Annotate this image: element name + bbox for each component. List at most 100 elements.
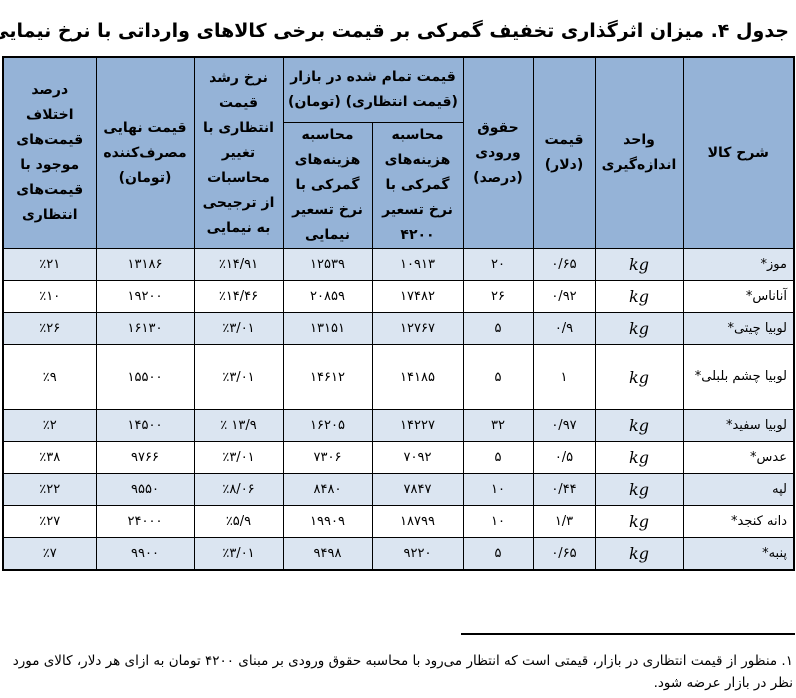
item-cell: لپه xyxy=(683,473,796,506)
header-diff: درصد اختلاف قیمت‌های موجود با قیمت‌های ا… xyxy=(3,56,98,249)
diff-cell: ٪۱۰ xyxy=(3,280,98,313)
header-calc-4200: محاسبه هزینه‌های گمرکی با نرخ تسعیر ۴۲۰۰ xyxy=(372,122,465,249)
calc-4200-cell: ۹۲۲۰ xyxy=(372,537,465,571)
unit-cell: kg xyxy=(595,312,685,345)
diff-cell: ٪۳۸ xyxy=(3,441,98,474)
calc-4200-cell: ۱۴۲۲۷ xyxy=(372,409,465,442)
diff-cell: ٪۲ xyxy=(3,409,98,442)
table-row: پنبه* kg ۰/۶۵ ۵ ۹۲۲۰ ۹۴۹۸ ٪۳/۰۱ ۹۹۰۰ ٪۷ xyxy=(3,537,796,571)
footnote: ۱. منظور از قیمت انتظاری در بازار، قیمتی… xyxy=(13,653,794,691)
duty-cell: ۱۰ xyxy=(463,473,535,506)
diff-cell: ٪۲۶ xyxy=(3,312,98,345)
calc-nimaei-cell: ۱۹۹۰۹ xyxy=(283,505,374,538)
duty-cell: ۵ xyxy=(463,537,535,571)
diff-cell: ٪۲۱ xyxy=(3,248,98,281)
diff-cell: ٪۲۷ xyxy=(3,505,98,538)
unit-cell: kg xyxy=(595,473,685,506)
calc-4200-cell: ۷۸۴۷ xyxy=(372,473,465,506)
item-cell: عدس* xyxy=(683,441,796,474)
final-price-cell: ۱۹۲۰۰ xyxy=(96,280,196,313)
unit-cell: kg xyxy=(595,344,685,410)
diff-cell: ٪۷ xyxy=(3,537,98,571)
item-cell: پنبه* xyxy=(683,537,796,571)
header-unit: واحد اندازه‌گیری xyxy=(595,56,685,249)
item-cell: موز* xyxy=(683,248,796,281)
calc-4200-cell: ۱۰۹۱۳ xyxy=(372,248,465,281)
calc-nimaei-cell: ۱۶۲۰۵ xyxy=(283,409,374,442)
final-price-cell: ۹۷۶۶ xyxy=(96,441,196,474)
duty-cell: ۵ xyxy=(463,441,535,474)
final-price-cell: ۱۵۵۰۰ xyxy=(96,344,196,410)
price-usd-cell: ۰/۹ xyxy=(533,312,597,345)
price-usd-cell: ۰/۹۷ xyxy=(533,409,597,442)
diff-cell: ٪۹ xyxy=(3,344,98,410)
growth-cell: ٪۳/۰۱ xyxy=(194,441,285,474)
growth-cell: ٪۱۴/۴۶ xyxy=(194,280,285,313)
duty-cell: ۵ xyxy=(463,312,535,345)
header-final-price: قیمت نهایی مصرف‌کننده (تومان) xyxy=(96,56,196,249)
header-growth: نرخ رشد قیمت انتظاری با تغییر محاسبات از… xyxy=(194,56,285,249)
table-row: لوبیا سفید* kg ۰/۹۷ ۳۲ ۱۴۲۲۷ ۱۶۲۰۵ ٪ ۱۳/۹ ۱۴۵۰۰… xyxy=(3,409,796,442)
price-usd-cell: ۰/۶۵ xyxy=(533,248,597,281)
table-row: لپه kg ۰/۴۴ ۱۰ ۷۸۴۷ ۸۴۸۰ ٪۸/۰۶ ۹۵۵۰ ٪۲۲ xyxy=(3,473,796,506)
price-usd-cell: ۱ xyxy=(533,344,597,410)
duty-cell: ۲۰ xyxy=(463,248,535,281)
item-cell: دانه کنجد* xyxy=(683,505,796,538)
table-row: آناناس* kg ۰/۹۲ ۲۶ ۱۷۴۸۲ ۲۰۸۵۹ ٪۱۴/۴۶ ۱۹۲۰۰ ٪۱۰ xyxy=(3,280,796,313)
footnote-divider xyxy=(462,633,796,635)
calc-nimaei-cell: ۱۳۱۵۱ xyxy=(283,312,374,345)
table-row: لوبیا چشم بلبلی* kg ۱ ۵ ۱۴۱۸۵ ۱۴۶۱۲ ٪۳/۰۱ ۱۵۵۰۰… xyxy=(3,344,796,410)
unit-cell: kg xyxy=(595,537,685,571)
calc-nimaei-cell: ۹۴۹۸ xyxy=(283,537,374,571)
final-price-cell: ۱۳۱۸۶ xyxy=(96,248,196,281)
duty-cell: ۲۶ xyxy=(463,280,535,313)
price-usd-cell: ۰/۹۲ xyxy=(533,280,597,313)
calc-4200-cell: ۱۸۷۹۹ xyxy=(372,505,465,538)
final-price-cell: ۲۴۰۰۰ xyxy=(96,505,196,538)
duty-cell: ۵ xyxy=(463,344,535,410)
price-usd-cell: ۰/۴۴ xyxy=(533,473,597,506)
growth-cell: ٪۵/۹ xyxy=(194,505,285,538)
header-price-usd: قیمت (دلار) xyxy=(533,56,597,249)
calc-4200-cell: ۱۷۴۸۲ xyxy=(372,280,465,313)
calc-nimaei-cell: ۱۲۵۳۹ xyxy=(283,248,374,281)
header-market-price-group: قیمت تمام شده در بازار (قیمت انتظاری) (ت… xyxy=(283,56,465,123)
growth-cell: ٪۳/۰۱ xyxy=(194,537,285,571)
unit-cell: kg xyxy=(595,409,685,442)
growth-cell: ٪ ۱۳/۹ xyxy=(194,409,285,442)
item-cell: لوبیا چیتی* xyxy=(683,312,796,345)
final-price-cell: ۱۶۱۳۰ xyxy=(96,312,196,345)
calc-nimaei-cell: ۸۴۸۰ xyxy=(283,473,374,506)
growth-cell: ٪۱۴/۹۱ xyxy=(194,248,285,281)
header-calc-nimaei: محاسبه هزینه‌های گمرکی با نرخ تسعیر نیما… xyxy=(283,122,374,249)
header-duty: حقوق ورودی (درصد) xyxy=(463,56,535,249)
item-cell: لوبیا سفید* xyxy=(683,409,796,442)
calc-nimaei-cell: ۷۳۰۶ xyxy=(283,441,374,474)
table-row: دانه کنجد* kg ۱/۳ ۱۰ ۱۸۷۹۹ ۱۹۹۰۹ ٪۵/۹ ۲۴۰۰۰ ٪۲۷ xyxy=(3,505,796,538)
calc-4200-cell: ۷۰۹۲ xyxy=(372,441,465,474)
price-usd-cell: ۱/۳ xyxy=(533,505,597,538)
calc-4200-cell: ۱۴۱۸۵ xyxy=(372,344,465,410)
diff-cell: ٪۲۲ xyxy=(3,473,98,506)
duty-cell: ۱۰ xyxy=(463,505,535,538)
table-row: لوبیا چیتی* kg ۰/۹ ۵ ۱۲۷۶۷ ۱۳۱۵۱ ٪۳/۰۱ ۱۶۱۳۰ ٪۲۶ xyxy=(3,312,796,345)
table-row: موز* kg ۰/۶۵ ۲۰ ۱۰۹۱۳ ۱۲۵۳۹ ٪۱۴/۹۱ ۱۳۱۸۶ ٪۲۱ xyxy=(3,248,796,281)
unit-cell: kg xyxy=(595,441,685,474)
price-usd-cell: ۰/۶۵ xyxy=(533,537,597,571)
customs-discount-table: شرح کالا واحد اندازه‌گیری قیمت (دلار) حق… xyxy=(3,56,796,571)
growth-cell: ٪۸/۰۶ xyxy=(194,473,285,506)
unit-cell: kg xyxy=(595,280,685,313)
table-row: عدس* kg ۰/۵ ۵ ۷۰۹۲ ۷۳۰۶ ٪۳/۰۱ ۹۷۶۶ ٪۳۸ xyxy=(3,441,796,474)
final-price-cell: ۹۵۵۰ xyxy=(96,473,196,506)
item-cell: لوبیا چشم بلبلی* xyxy=(683,344,796,410)
unit-cell: kg xyxy=(595,505,685,538)
calc-nimaei-cell: ۲۰۸۵۹ xyxy=(283,280,374,313)
final-price-cell: ۱۴۵۰۰ xyxy=(96,409,196,442)
price-usd-cell: ۰/۵ xyxy=(533,441,597,474)
item-cell: آناناس* xyxy=(683,280,796,313)
header-item: شرح کالا xyxy=(683,56,796,249)
table-title: جدول ۴. میزان اثرگذاری تخفیف گمرکی بر قی… xyxy=(0,20,790,42)
duty-cell: ۳۲ xyxy=(463,409,535,442)
unit-cell: kg xyxy=(595,248,685,281)
calc-4200-cell: ۱۲۷۶۷ xyxy=(372,312,465,345)
